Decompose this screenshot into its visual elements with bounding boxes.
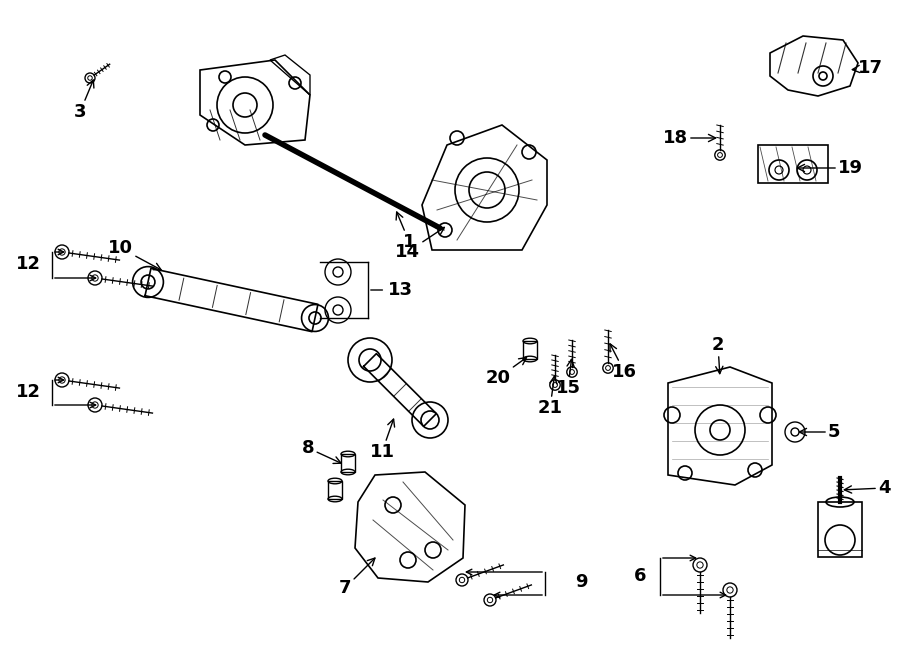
Text: 13: 13 bbox=[371, 281, 413, 299]
Text: 6: 6 bbox=[634, 567, 646, 585]
Bar bbox=[758, 145, 828, 183]
Text: 2: 2 bbox=[712, 336, 724, 373]
Text: 5: 5 bbox=[799, 423, 841, 441]
Bar bbox=[341, 454, 355, 472]
Bar bbox=[523, 341, 537, 359]
Text: 4: 4 bbox=[844, 479, 890, 497]
Text: 9: 9 bbox=[575, 573, 588, 591]
Bar bbox=[328, 481, 342, 499]
Text: 20: 20 bbox=[485, 358, 526, 387]
Text: 16: 16 bbox=[610, 344, 637, 381]
Text: 3: 3 bbox=[74, 80, 94, 121]
Text: 15: 15 bbox=[555, 360, 580, 397]
Text: 7: 7 bbox=[338, 558, 375, 597]
Text: 18: 18 bbox=[663, 129, 716, 147]
Text: 1: 1 bbox=[396, 212, 416, 251]
Text: 11: 11 bbox=[370, 419, 394, 461]
Text: 8: 8 bbox=[302, 439, 341, 463]
Text: 17: 17 bbox=[852, 59, 883, 77]
Text: 12: 12 bbox=[15, 255, 40, 273]
Bar bbox=[818, 502, 862, 557]
Text: 19: 19 bbox=[797, 159, 863, 177]
Text: 14: 14 bbox=[395, 227, 445, 261]
Text: 12: 12 bbox=[15, 383, 40, 401]
Text: 21: 21 bbox=[537, 376, 562, 417]
Text: 10: 10 bbox=[108, 239, 161, 270]
